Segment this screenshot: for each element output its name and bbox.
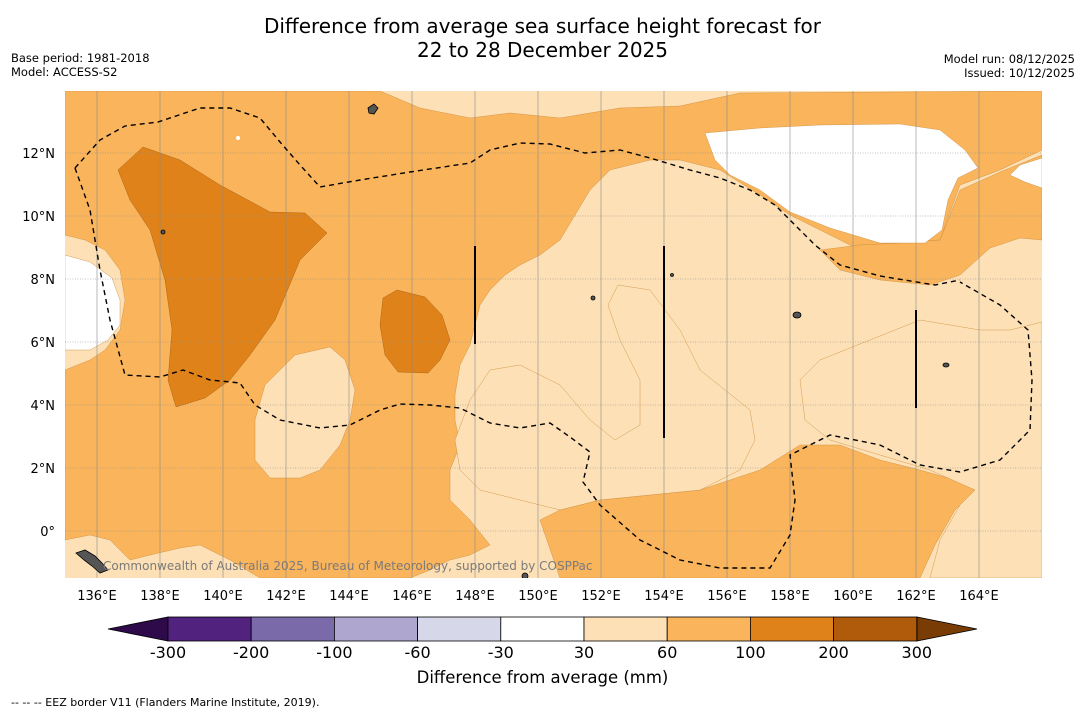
y-tick-label: 0° [40,525,55,540]
title-line-2: 22 to 28 December 2025 [416,38,668,62]
eez-border-west [74,107,961,286]
colorbar-tick-label: -300 [150,643,186,662]
y-tick-label: 6°N [31,336,56,351]
anomaly-100-200-central [379,289,451,374]
colorbar-title: Difference from average (mm) [416,668,669,687]
colorbar-segment [583,616,668,642]
x-tick-label: 164°E [959,589,999,604]
x-tick-label: 150°E [518,589,558,604]
segment-markers [474,246,917,438]
neutral-region-west [65,254,121,351]
colorbar-under-arrow [107,616,169,642]
model-run: Model run: 08/12/2025 [943,52,1075,66]
colorbar-tick-label: -30 [488,643,514,662]
colorbar-segments [167,616,918,642]
x-tick-label: 148°E [455,589,495,604]
y-tick-label: 8°N [31,273,56,288]
map-area [65,91,1042,578]
y-tick-label: 10°N [22,210,55,225]
x-tick-label: 142°E [266,589,306,604]
anomaly-30-60-east-patch [799,319,1042,578]
colorbar-tick-label: 300 [902,643,933,662]
x-tick-label: 136°E [77,589,117,604]
colorbar-labels: -300 -200 -100 -60 -30 30 60 100 200 300 [150,643,932,662]
colorbar-tick-label: -60 [405,643,431,662]
chart-title: Difference from average sea surface heig… [0,14,1085,62]
x-tick-label: 138°E [140,589,180,604]
colorbar-over-arrow [916,616,978,642]
eez-borders [74,107,1033,569]
island-small-1 [160,229,166,235]
colorbar: -300 -200 -100 -60 -30 30 60 100 200 300 [107,616,978,662]
y-tick-label: 4°N [31,399,56,414]
issued-date: Issued: 10/12/2025 [964,66,1075,80]
colorbar-segment [500,616,585,642]
neutral-region-northeast [704,123,979,244]
colorbar-segment [417,616,502,642]
colorbar-segment [833,616,918,642]
island-small-3 [670,273,674,277]
island-ngulu [367,103,379,115]
model-name: Model: ACCESS-S2 [11,65,118,79]
islands [75,103,950,578]
anomaly-60-100-east [819,154,1042,286]
latitude-gridlines [65,152,1042,532]
x-tick-label: 158°E [770,589,810,604]
island-palau [75,549,109,574]
colorbar-tick-label: -200 [233,643,269,662]
anomaly-30-60-center [254,346,356,479]
y-axis-labels: 12°N 10°N 8°N 6°N 4°N 2°N 0° [22,147,55,540]
title-line-1: Difference from average sea surface heig… [263,14,822,38]
colorbar-segment [250,616,335,642]
colorbar-segment [666,616,751,642]
x-tick-label: 160°E [833,589,873,604]
anomaly-100-200-west [117,146,328,408]
anomaly-30-60-mid [454,284,756,511]
x-tick-label: 152°E [581,589,621,604]
x-tick-label: 154°E [644,589,684,604]
colorbar-tick-label: 30 [574,643,594,662]
x-tick-label: 146°E [392,589,432,604]
x-tick-label: 144°E [329,589,369,604]
island-kosrae [942,362,950,368]
colorbar-tick-label: 60 [657,643,677,662]
meta-right: Model run: 08/12/2025 Issued: 10/12/2025 [944,52,1075,80]
base-period: Base period: 1981-2018 [11,51,150,65]
x-axis-labels: 136°E 138°E 140°E 142°E 144°E 146°E 148°… [77,589,999,604]
footnote: -- -- -- EEZ border V11 (Flanders Marine… [11,696,320,709]
island-pohnpei [792,311,802,319]
eez-border-palau [74,167,1033,569]
colorbar-segment [167,616,252,642]
x-tick-label: 140°E [203,589,243,604]
y-tick-label: 2°N [31,462,56,477]
x-tick-label: 162°E [896,589,936,604]
y-tick-label: 12°N [22,147,55,162]
x-tick-label: 156°E [707,589,747,604]
colorbar-tick-label: 200 [818,643,849,662]
colorbar-segment [333,616,418,642]
island-small-4 [521,572,529,578]
island-small-2 [590,295,596,301]
meta-left: Base period: 1981-2018 Model: ACCESS-S2 [11,51,150,79]
colorbar-tick-label: -100 [316,643,352,662]
colorbar-segment [750,616,835,642]
colorbar-tick-label: 100 [735,643,766,662]
credit-text: Commonwealth of Australia 2025, Bureau o… [103,559,593,573]
neutral-spot [236,136,240,140]
neutral-region-east-edge [1009,157,1042,189]
